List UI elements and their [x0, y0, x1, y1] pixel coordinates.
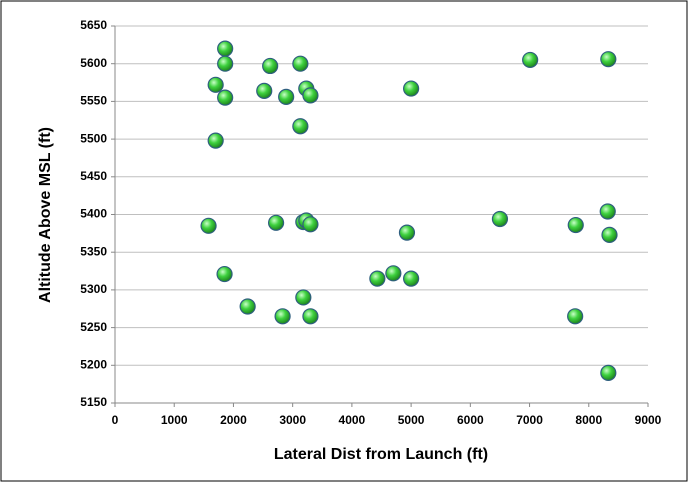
point — [217, 55, 234, 72]
point — [567, 308, 584, 325]
point — [292, 55, 309, 72]
point — [295, 289, 312, 306]
point — [207, 76, 224, 93]
y-tick-label: 5350 — [80, 244, 107, 258]
point — [600, 364, 617, 381]
point — [262, 57, 279, 75]
point — [403, 80, 420, 97]
point — [522, 51, 539, 69]
x-tick-label: 9000 — [635, 413, 662, 427]
point — [491, 210, 509, 228]
point — [217, 89, 234, 106]
point — [278, 88, 295, 105]
x-tick-label: 0 — [112, 413, 119, 427]
y-tick-label: 5650 — [80, 18, 107, 32]
x-tick-label: 8000 — [575, 413, 602, 427]
y-tick-label: 5500 — [80, 131, 107, 145]
y-tick-label: 5550 — [80, 94, 107, 108]
point — [398, 224, 416, 241]
point — [200, 217, 217, 234]
x-axis-title: Lateral Dist from Launch (ft) — [274, 446, 488, 463]
point — [403, 270, 420, 287]
y-tick-label: 5400 — [80, 207, 107, 221]
point — [302, 216, 319, 233]
y-tick-label: 5450 — [80, 169, 107, 183]
y-tick-label: 5200 — [80, 357, 107, 371]
point — [302, 87, 319, 104]
point — [600, 51, 617, 68]
point — [385, 265, 402, 282]
point — [207, 132, 224, 149]
x-tick-label: 3000 — [279, 413, 306, 427]
x-tick-label: 6000 — [457, 413, 484, 427]
point — [274, 308, 291, 325]
x-tick-label: 5000 — [398, 413, 425, 427]
point — [302, 308, 319, 325]
point — [601, 226, 618, 243]
point — [267, 214, 285, 231]
x-tick-label: 4000 — [339, 413, 366, 427]
point — [256, 82, 273, 99]
y-tick-label: 5600 — [80, 56, 107, 70]
point — [216, 265, 233, 283]
point — [217, 40, 234, 57]
point — [599, 203, 616, 220]
x-tick-label: 1000 — [161, 413, 188, 427]
x-tick-label: 2000 — [220, 413, 247, 427]
y-axis-title: Altitude Above MSL (ft) — [37, 127, 54, 303]
point — [369, 270, 386, 287]
point — [567, 216, 584, 234]
y-tick-label: 5150 — [80, 395, 107, 409]
y-tick-label: 5250 — [80, 320, 107, 334]
point — [239, 298, 256, 315]
x-tick-label: 7000 — [516, 413, 543, 427]
y-tick-label: 5300 — [80, 282, 107, 296]
point — [292, 118, 309, 135]
